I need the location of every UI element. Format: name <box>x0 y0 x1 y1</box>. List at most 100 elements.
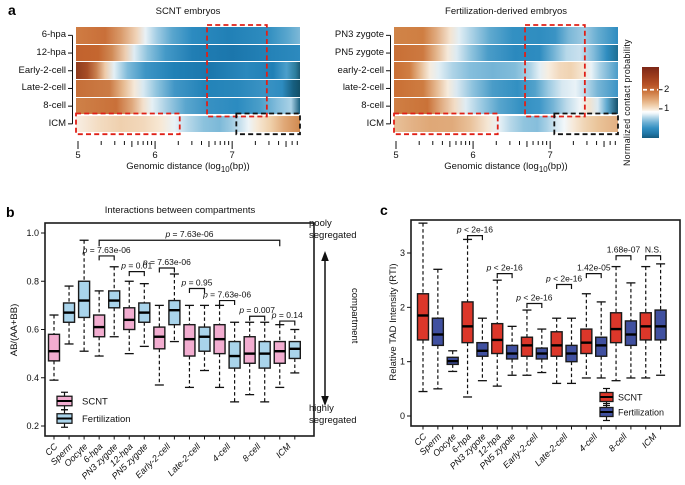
y-axis-label: AB/(AA+BB) <box>9 304 20 357</box>
boxplot-box <box>258 340 271 369</box>
boxplot-box <box>107 290 121 309</box>
x-category-label: 4-cell <box>577 431 600 454</box>
annotation-bottom-line1: highly <box>309 403 334 414</box>
heatmap-row-label: PN3 zygote <box>334 29 384 41</box>
boxplot-box <box>595 336 608 357</box>
heatmap-row-label: late-2-cell <box>342 82 384 94</box>
highlight-box-red <box>524 24 586 118</box>
heatmap-row-label: PN5 zygote <box>334 47 384 59</box>
boxplot-box <box>624 320 638 347</box>
boxplot-box <box>431 317 445 347</box>
panel-a-letter: a <box>8 2 16 18</box>
pvalue-bracket <box>158 267 175 273</box>
boxplot-box <box>153 326 166 350</box>
y-tick-label: 1.0 <box>26 228 39 238</box>
x-tick-label: 7 <box>229 150 235 161</box>
heatmap-scnt-title: SCNT embryos <box>155 6 221 17</box>
pvalue-bracket <box>218 299 236 306</box>
annotation-bottom-line2: segregated <box>309 415 357 426</box>
pvalue-label: N.S. <box>645 245 662 255</box>
pvalue-label: p = 0.14 <box>271 310 303 320</box>
y-tick-label: 0.6 <box>26 325 39 335</box>
highlight-box-red <box>206 24 268 118</box>
heatmap-row-label: ICM <box>366 117 384 129</box>
pvalue-bracket <box>645 255 662 261</box>
x-category-label: Late-2-cell <box>166 441 203 478</box>
heatmap-row-late-2-cell <box>394 80 618 97</box>
pvalue-bracket <box>466 235 483 241</box>
highlight-box-red <box>75 112 181 136</box>
pvalue-label: p = 7.63e-06 <box>82 245 131 255</box>
pvalue-label: p < 2e-16 <box>515 293 552 303</box>
heatmap-row-label: Late-2-cell <box>21 82 66 94</box>
annotation-compartment: compartment <box>349 288 360 344</box>
heatmap-fert-title: Fertilization-derived embryos <box>445 6 567 17</box>
boxplot-box <box>580 328 593 355</box>
x-tick-label: 7 <box>547 150 553 161</box>
boxplot-box <box>288 340 301 360</box>
pvalue-label: p = 7.63e-06 <box>202 290 251 300</box>
legend-label: Fertilization <box>618 408 664 418</box>
pvalue-label: p = 7.63e-06 <box>164 229 213 239</box>
highlight-box-red <box>393 112 499 136</box>
x-category-label: ICM <box>274 441 293 460</box>
panel-b-letter: b <box>6 204 15 220</box>
boxplot-box <box>461 301 474 344</box>
y-tick-label: 3 <box>400 248 405 258</box>
xlabel-post: (bp)) <box>229 161 250 172</box>
heatmap-row-label: 6-hpa <box>41 29 66 41</box>
boxplot-box <box>77 280 91 319</box>
pvalue-bracket <box>615 255 632 261</box>
y-tick-label: 0.4 <box>26 373 39 383</box>
boxplot-box <box>123 307 136 331</box>
heatmap-row-Early-2-cell <box>76 62 300 80</box>
x-tick-label: 5 <box>393 150 399 161</box>
heatmap-row-label: 8-cell <box>361 100 384 112</box>
legend-label: SCNT <box>82 397 108 408</box>
xlabel-pre: Genomic distance (log <box>126 161 221 172</box>
colorbar-tick-label: 2 <box>664 83 670 95</box>
boxplot-box <box>491 322 504 355</box>
x-tick-label: 5 <box>75 150 81 161</box>
heatmap-row-label: 8-cell <box>43 100 66 112</box>
legend-label: SCNT <box>618 393 643 403</box>
pvalue-label: p = 0.007 <box>238 305 275 315</box>
y-tick-label: 0 <box>400 411 405 421</box>
pvalue-bracket <box>556 283 573 290</box>
heatmap-scnt <box>76 27 300 133</box>
heatmap-row-ICM <box>76 115 300 133</box>
heatmap-row-PN3 zygote <box>394 27 618 44</box>
xlabel-sub: 10 <box>220 164 230 174</box>
heatmap-fert-xlabel: Genomic distance (log10(bp)) <box>394 161 618 174</box>
boxplot-box <box>183 323 196 357</box>
boxplot-box <box>505 344 519 360</box>
boxplot-box <box>47 333 61 362</box>
pvalue-label: p = 7.63e-06 <box>142 257 191 267</box>
xlabel-pre: Genomic distance (log <box>444 161 539 172</box>
pvalue-label: p < 2e-16 <box>456 225 493 235</box>
annotation-poorly-segregated: pooly segregated <box>309 218 379 242</box>
segregation-arrow-head-down <box>321 396 329 406</box>
pvalue-bracket <box>249 315 266 321</box>
x-tick-label: 6 <box>470 150 476 161</box>
x-category-label: 4-cell <box>210 441 233 464</box>
annotation-highly-segregated: highly segregated <box>309 403 379 427</box>
boxplot-box <box>228 340 241 369</box>
y-tick-label: 0.2 <box>26 421 39 431</box>
x-tick-label: 6 <box>152 150 158 161</box>
pvalue-label: 1.42e-05 <box>577 263 611 273</box>
x-category-label: Late-2-cell <box>533 431 570 468</box>
pvalue-bracket <box>526 302 543 309</box>
pvalue-bracket <box>188 287 206 293</box>
colorbar-tick-label: 1 <box>664 102 670 114</box>
boxplot-box <box>416 293 430 341</box>
y-tick-label: 1 <box>400 357 405 367</box>
panel-c-letter: c <box>380 202 388 218</box>
x-category-label: 8-cell <box>607 431 630 454</box>
heatmap-row-12-hpa <box>76 44 300 62</box>
x-category-label: ICM <box>640 431 659 450</box>
heatmap-row-ICM <box>394 115 618 133</box>
pvalue-label: p < 2e-16 <box>486 263 523 273</box>
